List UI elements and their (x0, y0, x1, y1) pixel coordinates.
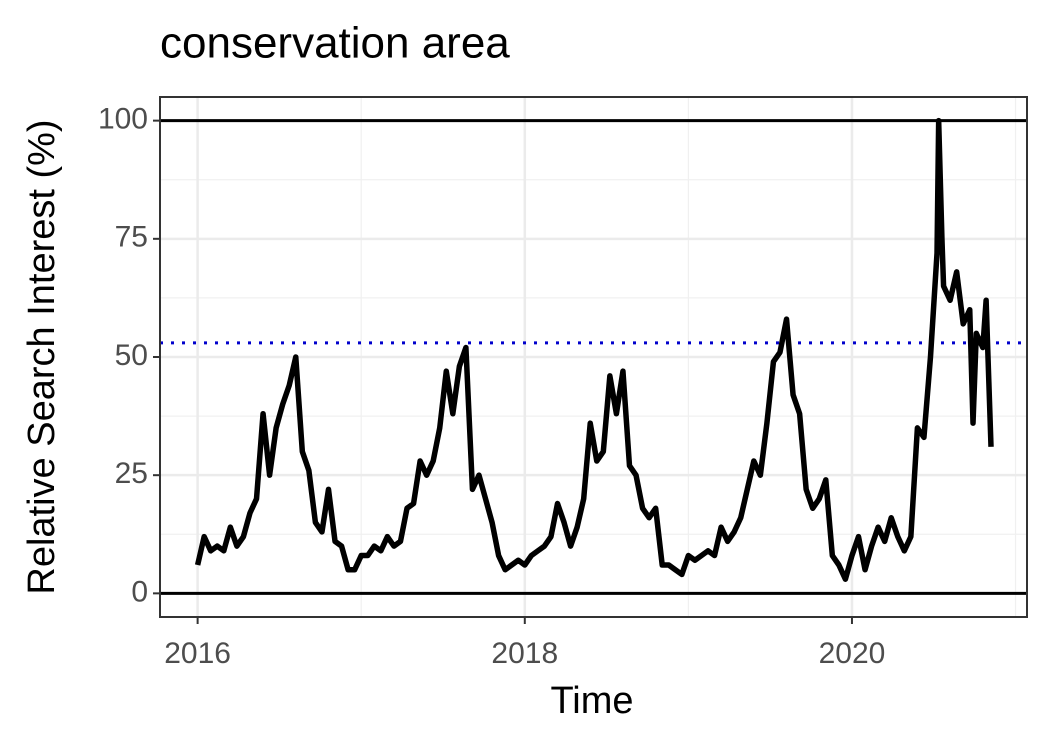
y-tick-label: 25 (115, 457, 148, 490)
y-tick-label: 100 (98, 103, 148, 136)
series-line (194, 117, 994, 582)
x-tick-label: 2018 (491, 637, 558, 670)
x-tick-label: 2016 (164, 637, 231, 670)
y-axis-title: Relative Search Interest (%) (21, 119, 63, 594)
y-tick-label: 0 (131, 575, 148, 608)
y-tick-label: 75 (115, 221, 148, 254)
x-axis-title: Time (550, 680, 633, 722)
x-tick-label: 2020 (819, 637, 886, 670)
panel-border (159, 96, 1028, 618)
y-tick-label: 50 (115, 339, 148, 372)
chart-title: conservation area (160, 19, 510, 68)
